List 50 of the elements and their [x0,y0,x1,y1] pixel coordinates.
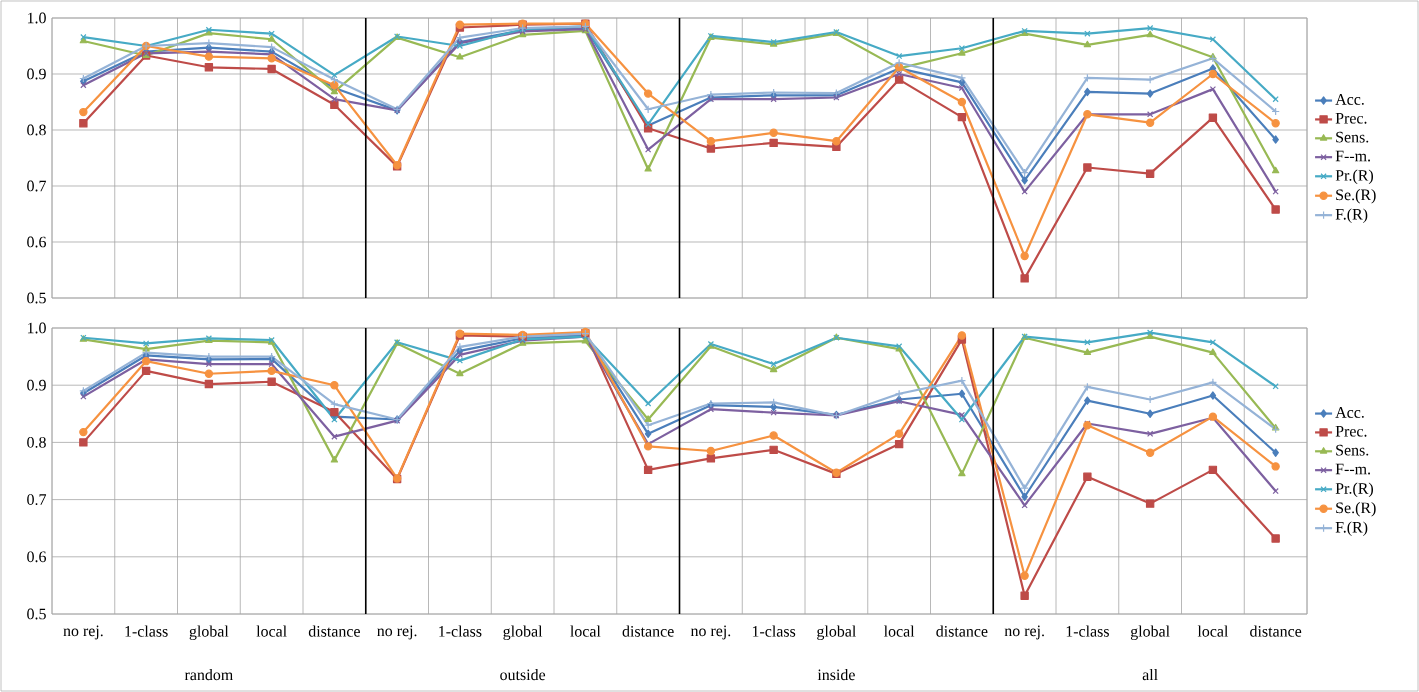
x-tick-label: 1-class [439,625,482,637]
legend-label: Sens. [1336,131,1369,143]
y-tick-label: 1.0 [27,12,46,24]
x-tick-label: 1-class [752,625,796,637]
x-tick-label: 1-class [1066,625,1109,637]
legend-label: Acc. [1335,407,1364,418]
legend-label: F--m. [1335,463,1370,475]
y-tick-label: 0.7 [27,180,47,192]
y-tick-label: 0.5 [27,292,46,304]
x-tick-label: no rej. [63,625,103,640]
x-tick-label: distance [936,625,988,637]
y-tick-label: 0.6 [27,551,47,563]
x-tick-label: local [256,625,287,637]
y-tick-label: 0.6 [27,236,47,248]
x-tick-label: global [503,625,543,641]
legend-label: Pr.(R) [1335,169,1373,185]
x-tick-label: distance [1250,625,1302,637]
x-tick-label: global [817,625,856,641]
x-tick-label: no rej. [1004,625,1044,640]
y-tick-label: 0.8 [27,436,46,448]
legend-label: Se.(R) [1336,502,1376,517]
legend-label: F.(R) [1335,521,1368,536]
y-tick-label: 0.7 [27,494,47,506]
x-tick-label: local [1197,625,1229,637]
legend-label: F.(R) [1335,208,1368,223]
legend-label: Se.(R) [1336,189,1376,204]
x-tick-label: global [1130,625,1170,641]
x-tick-label: no rej. [377,625,417,640]
legend-label: Prec. [1335,113,1367,124]
legend-label: Sens. [1336,444,1369,456]
y-tick-label: 0.9 [27,379,46,391]
legend-label: F--m. [1335,150,1370,162]
y-tick-label: 0.8 [27,124,46,136]
text: inside [817,668,855,681]
x-tick-label: 1-class [125,625,168,637]
legend-label: Acc. [1335,94,1364,105]
x-tick-label: distance [308,625,360,637]
x-tick-label: local [883,625,915,637]
x-tick-label: distance [622,625,674,637]
legend-label: Prec. [1335,426,1367,437]
text: outside [500,668,546,681]
x-tick-label: global [189,625,229,641]
text: all [1142,668,1158,681]
text: random [184,668,233,681]
y-tick-label: 0.5 [27,608,46,620]
y-tick-label: 0.9 [27,68,46,80]
x-tick-label: local [570,625,601,637]
x-tick-label: no rej. [690,625,731,640]
y-tick-label: 1.0 [27,322,46,334]
legend-label: Pr.(R) [1335,482,1373,498]
